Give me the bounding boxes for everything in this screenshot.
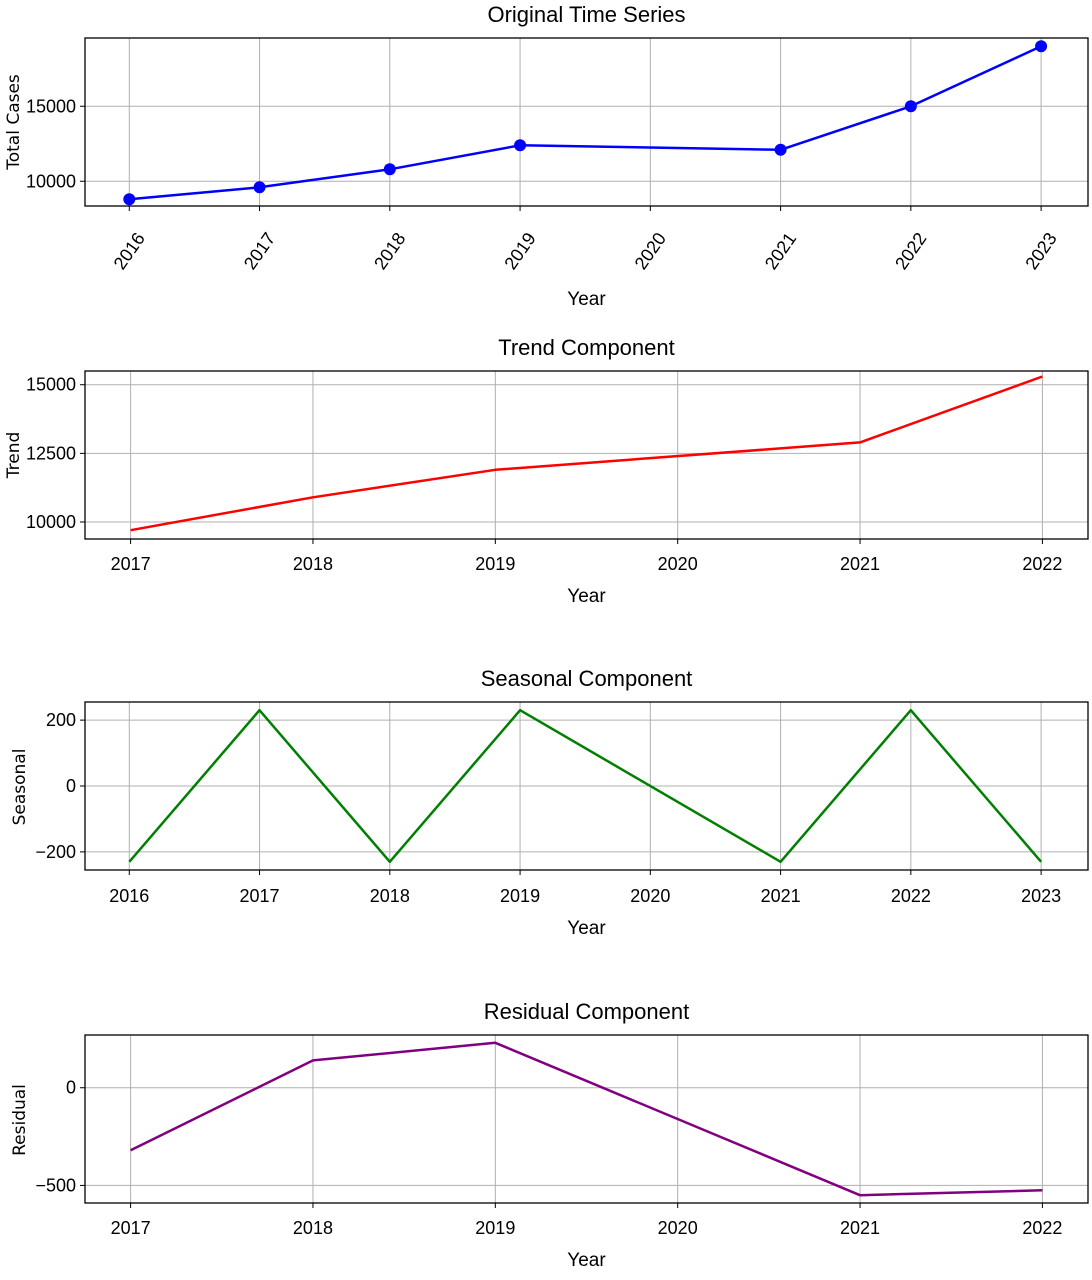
- x-tick-label: 2017: [111, 1218, 151, 1238]
- data-point: [1035, 40, 1048, 53]
- panel-title: Original Time Series: [487, 2, 685, 27]
- y-tick-label: 200: [46, 710, 76, 730]
- plot-frame: [84, 37, 1089, 207]
- x-tick-label: 2017: [240, 229, 279, 273]
- x-tick-label: 2021: [761, 229, 800, 273]
- plot-frame: [84, 701, 1089, 871]
- y-tick-label: 15000: [26, 96, 76, 116]
- series-line: [128, 708, 1043, 864]
- y-tick-label: 10000: [26, 171, 76, 191]
- x-tick-label: 2020: [630, 886, 670, 906]
- panel-title: Seasonal Component: [481, 666, 693, 691]
- y-axis-label: Total Cases: [4, 74, 24, 171]
- data-point: [904, 100, 917, 113]
- original-series-panel: Original Time Series Year Total Cases 20…: [4, 2, 1089, 310]
- data-point: [774, 143, 787, 156]
- x-tick-label: 2021: [840, 554, 880, 574]
- grid: [85, 1035, 1088, 1203]
- x-axis-label: Year: [567, 1250, 606, 1271]
- x-tick-label: 2017: [240, 886, 280, 906]
- x-tick-label: 2022: [891, 229, 930, 273]
- x-tick-label: 2019: [475, 1218, 515, 1238]
- y-axis-label: Trend: [4, 432, 24, 480]
- panel-title: Residual Component: [484, 999, 689, 1024]
- y-axis-label: Residual: [10, 1084, 30, 1156]
- x-tick-label: 2020: [658, 554, 698, 574]
- panel-title: Trend Component: [498, 335, 675, 360]
- x-tick-label: 2022: [1022, 554, 1062, 574]
- x-axis-label: Year: [567, 289, 606, 310]
- y-tick-label: −500: [35, 1175, 76, 1195]
- x-tick-label: 2019: [500, 229, 539, 273]
- plot-frame: [84, 1034, 1089, 1204]
- plot-frame: [84, 370, 1089, 540]
- x-axis-label: Year: [567, 918, 606, 939]
- grid: [85, 371, 1088, 539]
- series-line: [129, 45, 1042, 201]
- x-tick-label: 2016: [110, 229, 149, 273]
- y-tick-label: 0: [66, 776, 76, 796]
- x-tick-label: 2022: [891, 886, 931, 906]
- grid: [85, 38, 1088, 206]
- x-axis-label: Year: [567, 586, 606, 607]
- residual-panel: Residual Component Year Residual 2017 201…: [10, 999, 1089, 1271]
- series-line: [130, 375, 1043, 532]
- y-tick-label: 10000: [26, 512, 76, 532]
- seasonal-panel: Seasonal Component Year Seasonal 2016 201…: [10, 666, 1089, 939]
- x-tick-label: 2018: [370, 229, 409, 273]
- grid: [85, 702, 1088, 870]
- data-point: [383, 163, 396, 176]
- x-tick-label: 2020: [658, 1218, 698, 1238]
- y-tick-label: 0: [66, 1078, 76, 1098]
- x-tick-label: 2019: [475, 554, 515, 574]
- y-axis-label: Seasonal: [10, 749, 30, 826]
- data-point: [253, 181, 266, 194]
- x-tick-label: 2017: [111, 554, 151, 574]
- x-tick-label: 2018: [293, 554, 333, 574]
- x-tick-label: 2022: [1022, 1218, 1062, 1238]
- x-tick-label: 2021: [761, 886, 801, 906]
- x-tick-label: 2021: [840, 1218, 880, 1238]
- x-tick-label: 2019: [500, 886, 540, 906]
- x-tick-label: 2018: [370, 886, 410, 906]
- x-tick-label: 2020: [631, 229, 670, 273]
- y-tick-label: −200: [35, 842, 76, 862]
- x-tick-label: 2018: [293, 1218, 333, 1238]
- y-tick-label: 12500: [26, 443, 76, 463]
- data-point: [123, 193, 136, 206]
- y-tick-label: 15000: [26, 375, 76, 395]
- data-point: [514, 139, 527, 152]
- x-tick-label: 2023: [1021, 229, 1060, 273]
- x-tick-label: 2023: [1021, 886, 1061, 906]
- trend-panel: Trend Component Year Trend 2017 2018 2019 2…: [4, 335, 1089, 607]
- x-tick-label: 2016: [109, 886, 149, 906]
- series-line: [130, 1041, 1043, 1197]
